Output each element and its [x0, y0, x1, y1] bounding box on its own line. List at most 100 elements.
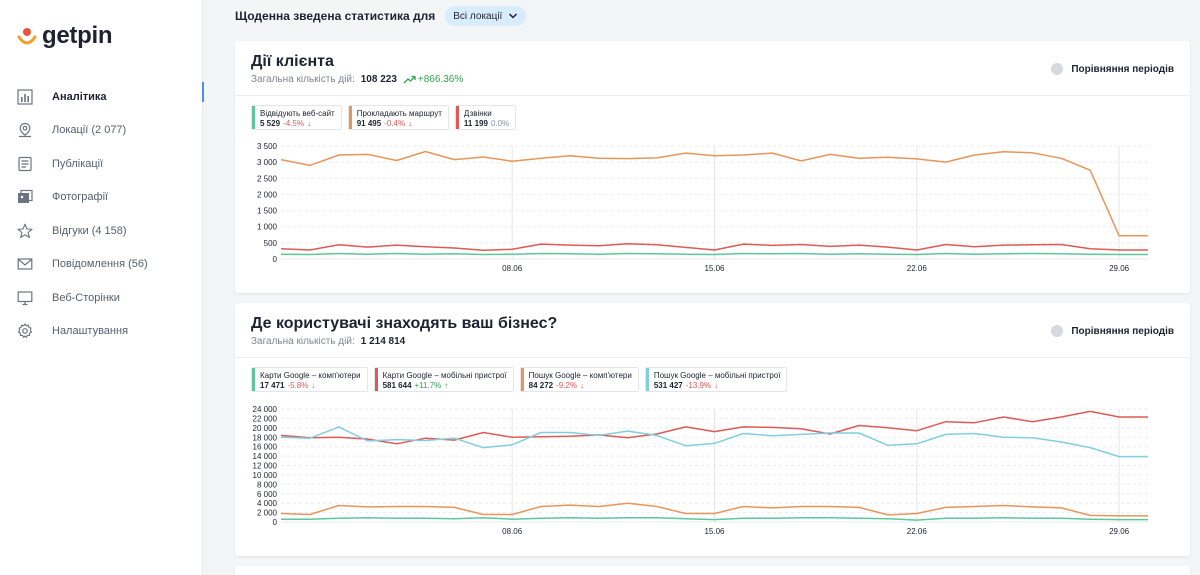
- sidebar-item-label: Публікації: [52, 157, 104, 170]
- legend-color-bar: [520, 368, 524, 391]
- sidebar-item-label: Локації (2 077): [52, 124, 127, 137]
- legend-item-search-mobile[interactable]: Пошук Google – мобільні пристрої 531 427…: [644, 367, 788, 392]
- series-line: [280, 252, 1148, 256]
- sidebar-item-messages[interactable]: Повідомлення (56): [0, 248, 203, 282]
- compare-periods-toggle[interactable]: Порівняння періодів: [1051, 325, 1174, 337]
- legend-name: Карти Google – комп'ютери: [260, 371, 361, 380]
- y-tick-label: 0: [273, 518, 278, 527]
- bar-chart-icon: [16, 88, 34, 106]
- legend-item-maps-mobile[interactable]: Карти Google – мобільні пристрої 581 644…: [373, 367, 514, 392]
- page-title: Щоденна зведена статистика для: [235, 9, 436, 23]
- sidebar-item-label: Відгуки (4 158): [52, 224, 127, 237]
- compare-periods-label: Порівняння періодів: [1071, 63, 1174, 75]
- sidebar-item-analytics[interactable]: Аналітика: [0, 80, 204, 114]
- search-sources-card: Де користувачі знаходять ваш бізнес? Заг…: [235, 303, 1190, 556]
- arrow-down-icon: ↓: [580, 381, 584, 390]
- sidebar-item-settings[interactable]: Налаштування: [0, 315, 203, 349]
- toggle-dot: [1051, 325, 1064, 337]
- compare-periods-toggle[interactable]: Порівняння періодів: [1051, 63, 1174, 75]
- trend-up-icon: [403, 75, 416, 84]
- series-line: [280, 150, 1148, 237]
- y-tick-label: 2 000: [257, 509, 278, 518]
- toggle-dot: [1051, 63, 1064, 75]
- legend-item-calls[interactable]: Дзвінки 11 199 0.0%: [454, 105, 517, 130]
- card-divider: [235, 357, 1190, 358]
- chart-legend: Карти Google – комп'ютери 17 471 -5.8% ↓ К…: [251, 367, 788, 392]
- legend-item-search-desktop[interactable]: Пошук Google – комп'ютери 84 272 -9.2% ↓: [519, 367, 639, 392]
- card-title: Дії клієнта: [251, 53, 334, 70]
- y-tick-label: 12 000: [253, 462, 278, 471]
- legend-value: 91 495: [356, 119, 382, 128]
- location-select[interactable]: Всі локації: [445, 6, 527, 26]
- legend-value: 531 427: [653, 381, 683, 390]
- total-change: +866.36%: [403, 74, 463, 85]
- legend-change: +11.7%: [414, 381, 442, 390]
- legend-change: -0.4%: [384, 119, 406, 128]
- series-line: [281, 517, 1148, 521]
- total-label: Загальна кількість дій:: [251, 336, 355, 347]
- sidebar-item-label: Аналітика: [52, 90, 107, 103]
- legend-color-bar: [374, 368, 378, 391]
- y-tick-label: 16 000: [253, 443, 278, 452]
- y-tick-label: 22 000: [253, 414, 278, 423]
- sidebar-item-locations[interactable]: Локації (2 077): [0, 114, 203, 148]
- y-tick-label: 14 000: [253, 452, 278, 461]
- sidebar-item-label: Фотографії: [52, 191, 109, 204]
- chevron-down-icon: [509, 13, 518, 19]
- legend-value: 5 529: [260, 119, 281, 128]
- total-value: 108 223: [360, 74, 397, 85]
- y-tick-label: 20 000: [253, 424, 278, 433]
- y-tick-label: 1 000: [257, 223, 278, 232]
- total-value: 1 214 814: [360, 336, 406, 347]
- customer-actions-card: Дії клієнта Загальна кількість дій: 108 …: [235, 41, 1190, 293]
- series-line: [280, 426, 1148, 458]
- x-tick-label: 29.06: [1109, 264, 1130, 273]
- x-tick-label: 08.06: [502, 264, 523, 273]
- sidebar-item-reviews[interactable]: Відгуки (4 158): [0, 214, 203, 248]
- arrow-up-icon: ↑: [444, 381, 449, 390]
- y-tick-label: 3 000: [257, 158, 278, 167]
- x-tick-label: 22.06: [907, 264, 928, 273]
- sidebar-item-photos[interactable]: Фотографії: [0, 181, 203, 215]
- arrow-down-icon: ↓: [311, 381, 316, 390]
- legend-name: Карти Google – мобільні пристрої: [382, 371, 507, 380]
- legend-name: Прокладають маршрут: [356, 109, 442, 118]
- card-summary: Загальна кількість дій: 108 223 +866.36%: [251, 74, 463, 85]
- legend-change: -5.8%: [287, 381, 309, 390]
- next-card: [235, 566, 1190, 575]
- legend-color-bar: [252, 368, 255, 391]
- legend-item-maps-desktop[interactable]: Карти Google – комп'ютери 17 471 -5.8% ↓: [251, 367, 368, 392]
- series-line: [280, 502, 1148, 517]
- legend-value: 581 644: [382, 381, 412, 390]
- total-change-value: +866.36%: [417, 74, 464, 85]
- y-tick-label: 8 000: [257, 480, 278, 489]
- legend-change: -9.2%: [556, 381, 577, 390]
- sidebar-item-publications[interactable]: Публікації: [0, 147, 203, 181]
- location-pin-icon: [16, 121, 34, 139]
- logo[interactable]: getpin: [16, 22, 113, 50]
- sidebar: getpin Аналітика Локації (2 077) Публіка…: [0, 0, 204, 575]
- y-tick-label: 500: [264, 239, 278, 248]
- legend-color-bar: [252, 106, 255, 129]
- customer-actions-chart: 0 500 1 000 1 500 2 000 2 500 3 000 3 500 08.06 1…: [257, 142, 1148, 273]
- sidebar-item-label: Веб-Сторінки: [52, 291, 120, 304]
- document-icon: [16, 155, 34, 173]
- legend-item-directions[interactable]: Прокладають маршрут 91 495 -0.4% ↓: [347, 105, 449, 130]
- legend-change: -4.5%: [283, 119, 304, 128]
- photos-icon: [16, 188, 34, 206]
- arrow-down-icon: ↓: [714, 381, 719, 390]
- y-tick-label: 3 500: [257, 142, 278, 151]
- legend-value: 17 471: [260, 381, 285, 390]
- sidebar-nav: Аналітика Локації (2 077) Публікації Фот…: [0, 80, 204, 349]
- logo-mark-icon: [16, 23, 38, 49]
- card-title: Де користувачі знаходять ваш бізнес?: [251, 315, 558, 332]
- y-tick-label: 10 000: [253, 471, 278, 480]
- legend-value: 11 199: [463, 119, 488, 128]
- y-tick-label: 0: [273, 255, 278, 264]
- y-tick-label: 2 500: [257, 174, 278, 183]
- sidebar-item-web-pages[interactable]: Веб-Сторінки: [0, 281, 203, 315]
- series-line: [280, 243, 1148, 252]
- legend-item-website[interactable]: Відвідують веб-сайт 5 529 -4.5% ↓: [251, 105, 342, 130]
- legend-name: Дзвінки: [463, 109, 492, 118]
- page-header: Щоденна зведена статистика для Всі локац…: [235, 6, 527, 26]
